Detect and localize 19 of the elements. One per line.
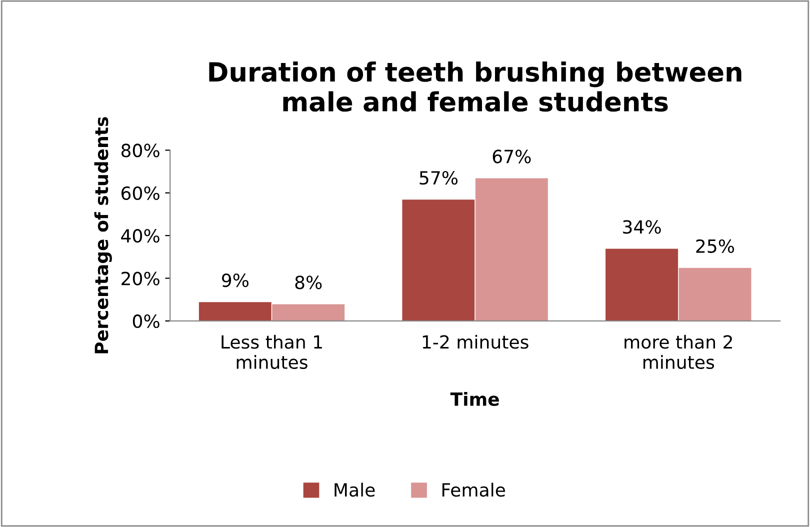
x-axis-title: Time — [450, 392, 499, 406]
legend-label: Male — [334, 482, 375, 497]
y-tick-label: 20% — [122, 272, 160, 286]
data-label: 25% — [696, 239, 734, 253]
data-label: 57% — [420, 171, 458, 185]
y-tick-label: 60% — [122, 186, 160, 200]
data-label: 34% — [623, 220, 661, 234]
data-label: 9% — [222, 273, 248, 288]
y-tick-label: 40% — [121, 229, 160, 243]
legend-label: Female — [442, 482, 506, 497]
y-tick-label: 0% — [132, 314, 160, 328]
y-axis-title: Percentage of students — [94, 117, 112, 354]
data-label: 8% — [295, 276, 322, 290]
x-tick-label: 1-2 minutes — [422, 334, 528, 349]
x-tick-label: Less than 1 minutes — [222, 334, 322, 370]
data-label: 67% — [492, 150, 531, 164]
x-tick-label: more than 2 minutes — [624, 334, 732, 370]
y-tick-label: 80% — [121, 144, 160, 158]
chart-title: Duration of teeth brushing between male and female students — [209, 62, 742, 112]
